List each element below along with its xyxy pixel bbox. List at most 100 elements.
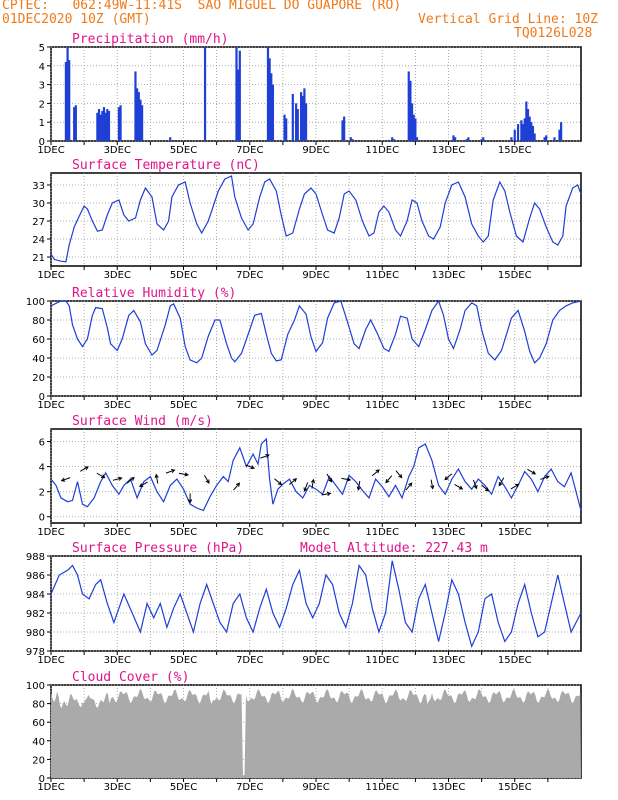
precip-bar: [521, 124, 525, 141]
x-tick-label: 1DEC: [37, 782, 64, 793]
precip-bar: [510, 137, 513, 141]
wind-arrow: [303, 482, 309, 492]
x-tick-label: 15DEC: [498, 782, 532, 793]
series-line: [50, 560, 582, 649]
wind-arrow: [540, 475, 550, 480]
y-tick-label: 33: [32, 181, 45, 192]
y-tick-label: 984: [26, 590, 45, 601]
wind-arrow: [481, 484, 490, 492]
precip-bar: [117, 107, 121, 141]
x-tick-label: 5DEC: [170, 270, 197, 281]
x-tick-label: 1DEC: [37, 527, 64, 538]
precip-bar: [299, 92, 303, 141]
y-tick-label: 978: [26, 647, 45, 658]
precip-bar: [99, 114, 102, 141]
x-tick-label: 7DEC: [236, 145, 263, 156]
panel-frame: [50, 428, 582, 524]
wind-arrow: [274, 478, 283, 486]
series-line: [50, 175, 582, 263]
wind-arrow: [204, 474, 210, 484]
precip-bar: [482, 137, 485, 141]
panel-title: Relative Humidity (%): [72, 286, 236, 301]
x-tick-label: 11DEC: [365, 400, 399, 411]
series-line: [50, 299, 582, 364]
precip-bar: [543, 137, 546, 141]
precip-bar: [291, 94, 294, 141]
precip-bar: [407, 71, 410, 141]
x-tick-label: 3DEC: [104, 527, 131, 538]
precip-bar: [136, 88, 139, 141]
precip-bar: [96, 112, 99, 141]
precip-bar: [304, 103, 308, 141]
x-tick-label: 9DEC: [302, 527, 329, 538]
precip-bar: [271, 84, 275, 141]
x-tick-label: 3DEC: [104, 145, 131, 156]
panel-annotation: Model Altitude: 227.43 m: [300, 541, 488, 556]
panel-frame: [50, 172, 582, 267]
x-tick-label: 11DEC: [365, 655, 399, 666]
x-tick-label: 3DEC: [104, 270, 131, 281]
wind-arrow: [289, 478, 298, 485]
precip-bar: [134, 71, 137, 141]
wind-arrow: [79, 466, 89, 472]
header-date: 01DEC2020 10Z (GMT): [2, 12, 151, 27]
x-tick-label: 13DEC: [432, 655, 466, 666]
precip-bar: [513, 129, 516, 141]
y-tick-label: 27: [32, 217, 45, 228]
panel-frame: [50, 555, 582, 652]
y-tick-label: 24: [32, 235, 45, 246]
x-tick-label: 9DEC: [302, 400, 329, 411]
x-tick-label: 13DEC: [432, 270, 466, 281]
y-tick-label: 80: [32, 316, 45, 327]
x-tick-label: 5DEC: [170, 782, 197, 793]
y-tick-label: 40: [32, 354, 45, 365]
x-tick-label: 7DEC: [236, 527, 263, 538]
y-tick-label: 0: [39, 513, 45, 524]
y-tick-label: 6: [39, 438, 45, 449]
x-tick-label: 7DEC: [236, 400, 263, 411]
panel-title: Surface Wind (m/s): [72, 414, 213, 429]
panel-title: Surface Temperature (nC): [72, 158, 260, 173]
x-tick-label: 7DEC: [236, 782, 263, 793]
x-tick-label: 5DEC: [170, 400, 197, 411]
x-tick-label: 13DEC: [432, 145, 466, 156]
precip-bar: [525, 101, 528, 141]
x-tick-label: 9DEC: [302, 655, 329, 666]
x-tick-label: 15DEC: [498, 270, 532, 281]
precip-bar: [303, 88, 306, 141]
precip-bar: [68, 60, 71, 141]
x-tick-label: 13DEC: [432, 527, 466, 538]
y-tick-label: 0: [39, 774, 45, 785]
x-tick-label: 5DEC: [170, 527, 197, 538]
wind-arrow: [245, 464, 255, 470]
precip-bar: [119, 105, 122, 141]
precip-bar: [349, 137, 352, 141]
wind-arrow: [310, 478, 316, 489]
precip-bar: [270, 73, 273, 141]
y-tick-label: 1: [39, 118, 45, 129]
x-tick-label: 3DEC: [104, 782, 131, 793]
precip-bar: [415, 137, 419, 141]
precip-bar: [104, 112, 107, 141]
precip-bar: [266, 47, 270, 141]
precip-bar: [106, 109, 109, 141]
x-tick-label: 1DEC: [37, 655, 64, 666]
precip-bar: [533, 133, 536, 141]
x-tick-label: 5DEC: [170, 145, 197, 156]
precip-bar: [520, 120, 523, 141]
x-tick-label: 13DEC: [432, 400, 466, 411]
x-tick-label: 9DEC: [302, 782, 329, 793]
wind-arrow: [60, 477, 71, 482]
x-tick-label: 13DEC: [432, 782, 466, 793]
y-tick-label: 100: [26, 297, 45, 308]
x-tick-label: 15DEC: [498, 400, 532, 411]
y-tick-label: 21: [32, 253, 45, 264]
y-tick-label: 100: [26, 681, 45, 692]
precip-bar: [107, 110, 111, 141]
precip-bar: [285, 118, 288, 141]
x-tick-label: 11DEC: [365, 782, 399, 793]
precip-bar: [295, 103, 298, 141]
precip-bar: [531, 125, 535, 141]
panel-title: Surface Pressure (hPa): [72, 541, 244, 556]
